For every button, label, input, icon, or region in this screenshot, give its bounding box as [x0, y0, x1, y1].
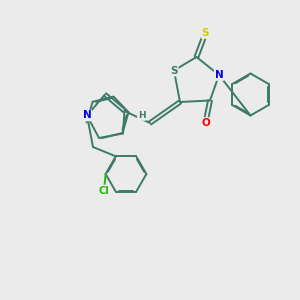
Text: S: S	[170, 65, 178, 76]
Text: S: S	[202, 28, 209, 38]
Text: N: N	[82, 110, 91, 121]
Text: H: H	[138, 111, 146, 120]
Text: Cl: Cl	[99, 185, 110, 196]
Text: O: O	[201, 118, 210, 128]
Text: N: N	[214, 70, 224, 80]
